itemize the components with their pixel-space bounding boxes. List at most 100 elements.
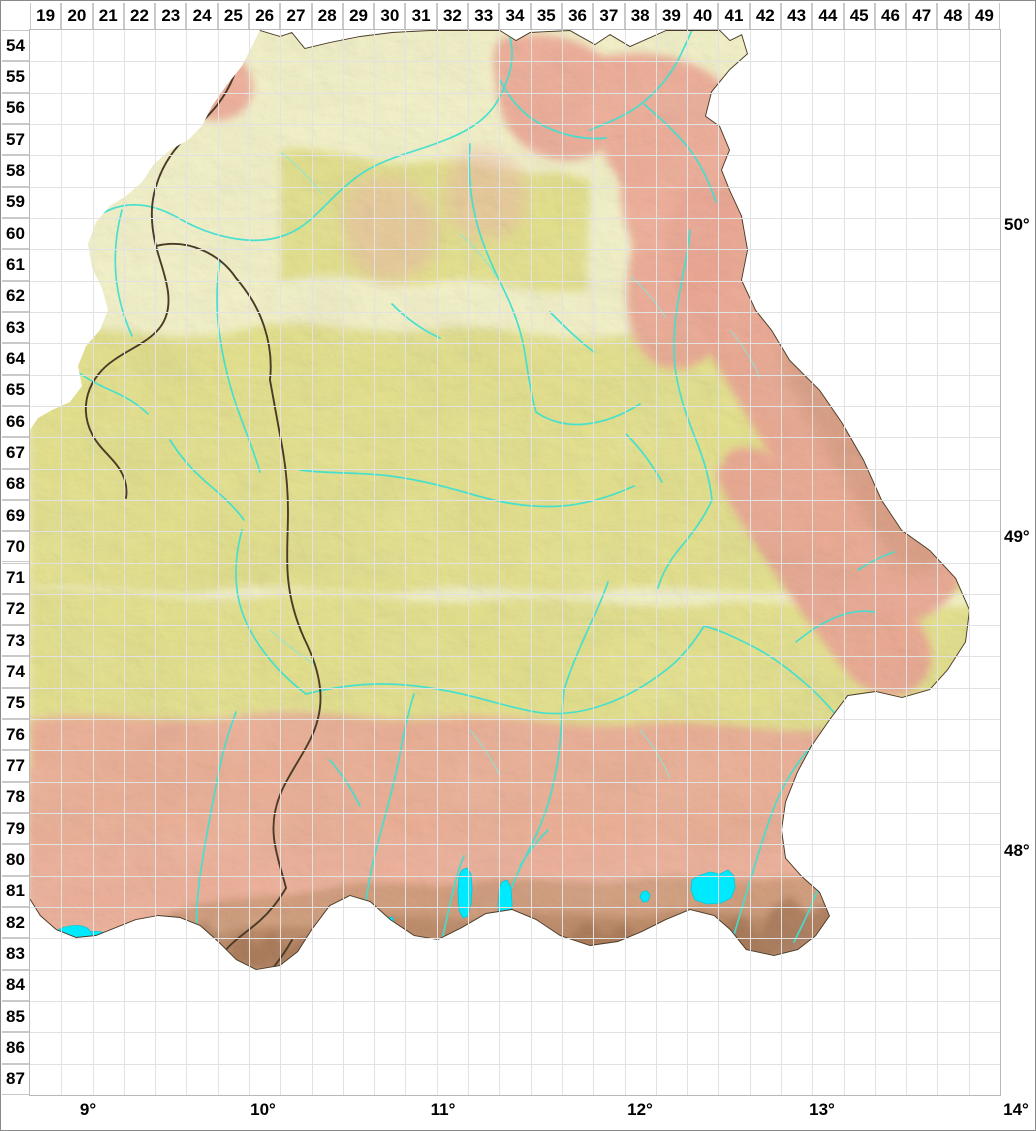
column-header-28: 28 xyxy=(311,3,343,29)
row-header-66: 66 xyxy=(2,405,29,438)
grid-line-vertical xyxy=(875,30,876,1095)
grid-line-horizontal xyxy=(30,719,1000,720)
row-header-77: 77 xyxy=(2,750,29,782)
column-header-32: 32 xyxy=(436,3,469,29)
column-header-40: 40 xyxy=(687,3,719,29)
grid-line-horizontal xyxy=(30,469,1000,470)
grid-line-horizontal xyxy=(30,907,1000,908)
column-header-44: 44 xyxy=(812,3,844,29)
longitude-axis xyxy=(0,1095,1036,1131)
row-header-68: 68 xyxy=(2,468,29,500)
row-header-84: 84 xyxy=(2,969,29,1002)
grid-line-vertical xyxy=(218,30,219,1095)
row-header-82: 82 xyxy=(2,907,29,939)
grid-line-horizontal xyxy=(30,343,1000,344)
latitude-label: 48° xyxy=(1004,841,1030,860)
column-header-23: 23 xyxy=(155,3,187,29)
grid-line-vertical xyxy=(499,30,500,1095)
grid-line-vertical xyxy=(312,30,313,1095)
row-header-55: 55 xyxy=(2,61,29,93)
row-header-81: 81 xyxy=(2,875,29,908)
map-canvas[interactable] xyxy=(30,30,1000,1095)
row-header-75: 75 xyxy=(2,687,29,720)
grid-line-vertical xyxy=(781,30,782,1095)
row-header-71: 71 xyxy=(2,562,29,594)
grid-line-horizontal xyxy=(30,1001,1000,1002)
grid-line-horizontal xyxy=(30,1064,1000,1065)
grid-line-horizontal xyxy=(30,437,1000,438)
column-header-37: 37 xyxy=(593,3,625,29)
grid-line-horizontal xyxy=(30,844,1000,845)
grid-line-horizontal xyxy=(30,155,1000,156)
grid-line-vertical xyxy=(280,30,281,1095)
grid-line-horizontal xyxy=(30,656,1000,657)
column-header-29: 29 xyxy=(342,3,375,29)
grid-line-horizontal xyxy=(30,500,1000,501)
latitude-label: 49° xyxy=(1004,527,1030,546)
grid-line-vertical xyxy=(93,30,94,1095)
column-header-22: 22 xyxy=(123,3,156,29)
row-header-60: 60 xyxy=(2,217,29,250)
column-header-31: 31 xyxy=(405,3,437,29)
grid-line-vertical xyxy=(437,30,438,1095)
grid-line-horizontal xyxy=(30,93,1000,94)
grid-line-vertical xyxy=(468,30,469,1095)
grid-line-vertical xyxy=(937,30,938,1095)
row-header-78: 78 xyxy=(2,781,29,814)
row-header-58: 58 xyxy=(2,155,29,187)
column-header-48: 48 xyxy=(937,3,969,29)
grid-line-horizontal xyxy=(30,375,1000,376)
grid-line-vertical xyxy=(186,30,187,1095)
grid-line-vertical xyxy=(687,30,688,1095)
grid-line-vertical xyxy=(969,30,970,1095)
column-header-20: 20 xyxy=(61,3,93,29)
longitude-label: 10° xyxy=(250,1100,276,1119)
grid-line-vertical xyxy=(625,30,626,1095)
longitude-label: 11° xyxy=(430,1100,456,1119)
row-header-70: 70 xyxy=(2,531,29,563)
grid-line-horizontal xyxy=(30,249,1000,250)
row-header-87: 87 xyxy=(2,1063,29,1095)
grid-line-vertical xyxy=(61,30,62,1095)
column-header-38: 38 xyxy=(624,3,656,29)
grid-line-vertical xyxy=(343,30,344,1095)
row-header-61: 61 xyxy=(2,249,29,281)
grid-line-horizontal xyxy=(30,312,1000,313)
grid-line-horizontal xyxy=(30,281,1000,282)
row-header-63: 63 xyxy=(2,311,29,344)
column-header-26: 26 xyxy=(249,3,281,29)
row-header-57: 57 xyxy=(2,123,29,156)
longitude-label: 14° xyxy=(1003,1100,1029,1119)
row-header-69: 69 xyxy=(2,499,29,532)
column-header-45: 45 xyxy=(843,3,875,29)
column-header-47: 47 xyxy=(906,3,938,29)
grid-line-vertical xyxy=(593,30,594,1095)
grid-line-horizontal xyxy=(30,61,1000,62)
grid-line-vertical xyxy=(750,30,751,1095)
column-header-43: 43 xyxy=(780,3,813,29)
grid-line-horizontal xyxy=(30,970,1000,971)
grid-line-horizontal xyxy=(30,750,1000,751)
grid-line-vertical xyxy=(531,30,532,1095)
grid-line-vertical xyxy=(124,30,125,1095)
row-header-86: 86 xyxy=(2,1032,29,1064)
column-header-21: 21 xyxy=(92,3,124,29)
column-header-35: 35 xyxy=(530,3,562,29)
grid-line-horizontal xyxy=(30,594,1000,595)
column-header-19: 19 xyxy=(30,3,62,29)
column-header-41: 41 xyxy=(718,3,750,29)
grid-line-horizontal xyxy=(30,218,1000,219)
column-header-46: 46 xyxy=(874,3,907,29)
column-header-33: 33 xyxy=(468,3,500,29)
grid-line-horizontal xyxy=(30,688,1000,689)
row-header-64: 64 xyxy=(2,343,29,375)
row-header-67: 67 xyxy=(2,437,29,469)
grid-line-horizontal xyxy=(30,124,1000,125)
column-header-25: 25 xyxy=(217,3,250,29)
row-header-74: 74 xyxy=(2,656,29,688)
row-header-73: 73 xyxy=(2,625,29,657)
grid-line-vertical xyxy=(374,30,375,1095)
longitude-label: 12° xyxy=(627,1100,653,1119)
grid-line-horizontal xyxy=(30,938,1000,939)
